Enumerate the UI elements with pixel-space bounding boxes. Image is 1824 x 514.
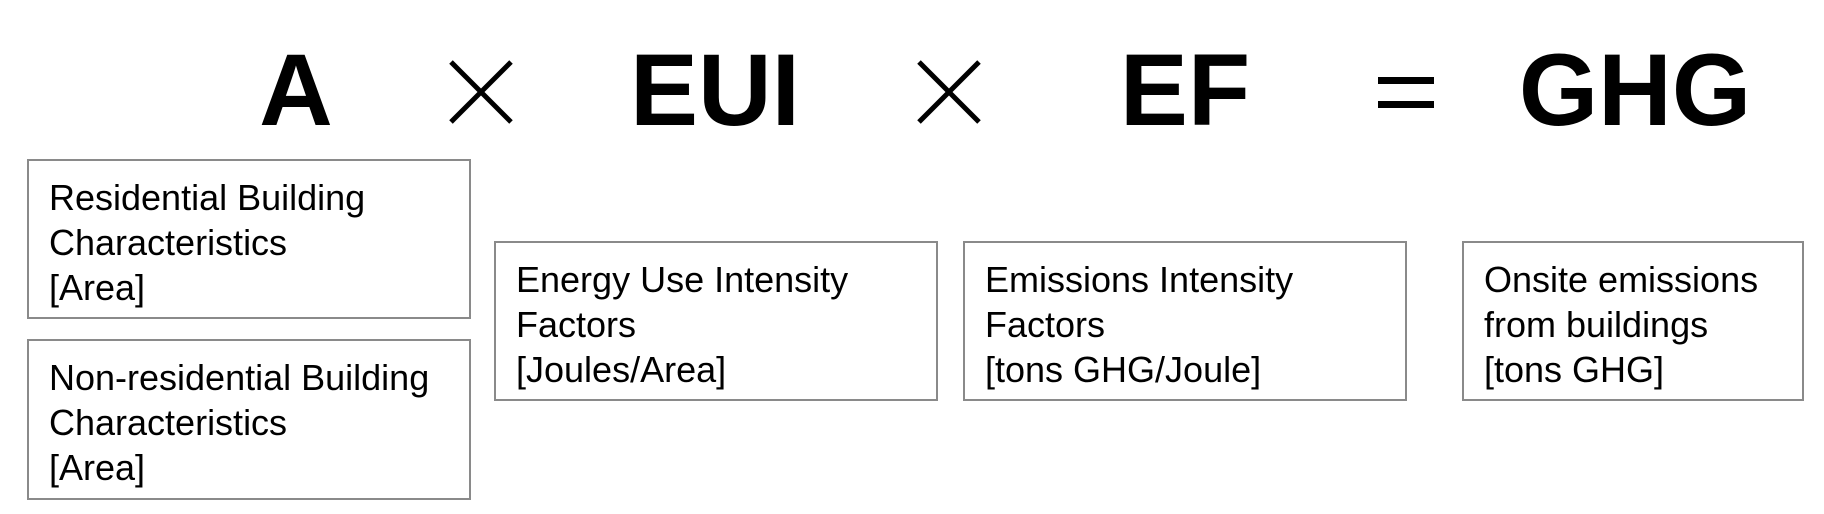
box-line: Factors bbox=[516, 304, 637, 345]
box-line: [tons GHG/Joule] bbox=[985, 349, 1262, 390]
box-line: Characteristics bbox=[49, 222, 288, 263]
residential-building-box: Residential Building Characteristics [Ar… bbox=[27, 159, 471, 319]
multiply-sign-1: × bbox=[446, 30, 516, 150]
nonresidential-building-box: Non-residential Building Characteristics… bbox=[27, 339, 471, 500]
multiply-icon bbox=[917, 60, 981, 124]
box-line: Residential Building bbox=[49, 177, 366, 218]
box-line: Characteristics bbox=[49, 402, 288, 443]
term-eui-symbol: EUI bbox=[629, 33, 801, 147]
multiply-icon bbox=[449, 60, 513, 124]
box-line: [Area] bbox=[49, 267, 146, 308]
box-line: Onsite emissions bbox=[1484, 259, 1759, 300]
emissions-intensity-box: Emissions Intensity Factors [tons GHG/Jo… bbox=[963, 241, 1407, 401]
term-ef-symbol: EF bbox=[1119, 33, 1251, 147]
onsite-emissions-box: Onsite emissions from buildings [tons GH… bbox=[1462, 241, 1804, 401]
multiply-sign-2: × bbox=[914, 30, 984, 150]
box-line: Non-residential Building bbox=[49, 357, 430, 398]
equals-icon bbox=[1378, 77, 1434, 108]
box-line: Emissions Intensity bbox=[985, 259, 1294, 300]
energy-use-intensity-box: Energy Use Intensity Factors [Joules/Are… bbox=[494, 241, 938, 401]
box-line: [Joules/Area] bbox=[516, 349, 727, 390]
box-line: from buildings bbox=[1484, 304, 1709, 345]
equals-sign: = bbox=[1378, 30, 1434, 150]
box-line: Energy Use Intensity bbox=[516, 259, 849, 300]
term-area-symbol: A bbox=[259, 33, 333, 147]
box-line: [tons GHG] bbox=[1484, 349, 1665, 390]
term-ghg-symbol: GHG bbox=[1518, 33, 1752, 147]
box-line: Factors bbox=[985, 304, 1106, 345]
box-line: [Area] bbox=[49, 447, 146, 488]
